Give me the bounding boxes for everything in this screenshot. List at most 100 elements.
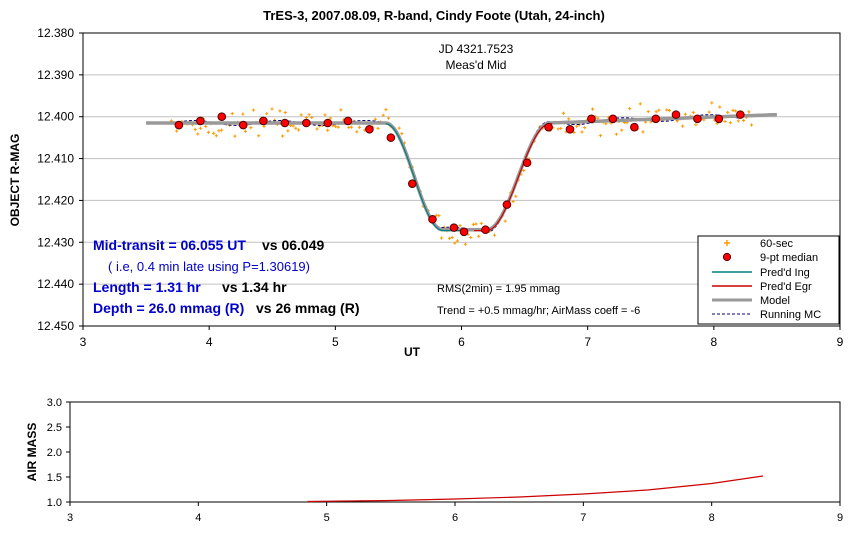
median-point	[502, 200, 512, 209]
raw-point	[243, 129, 248, 133]
median-point	[323, 118, 333, 128]
raw-point	[575, 124, 579, 129]
raw-point	[278, 109, 282, 113]
raw-point	[437, 213, 441, 218]
airmass-x-tick-label: 3	[67, 512, 73, 524]
raw-point	[683, 112, 687, 116]
legend-egress-label: Pred'd Egr	[760, 281, 812, 293]
airmass-x-tick-label: 4	[195, 512, 201, 524]
raw-point	[596, 116, 600, 120]
median-point	[302, 118, 311, 128]
raw-point	[220, 128, 224, 132]
raw-point	[641, 130, 645, 134]
main-x-tick-label: 9	[837, 335, 844, 349]
legend-box	[697, 235, 840, 325]
median-point	[280, 118, 290, 128]
rms-text: RMS(2min) = 1.95 mmag	[437, 283, 560, 295]
raw-point	[646, 110, 650, 114]
main-x-tick-label: 8	[710, 335, 717, 349]
airmass-y-tick-label: 2.0	[47, 447, 62, 459]
median-point	[238, 120, 248, 130]
raw-point	[728, 121, 732, 125]
raw-point	[503, 219, 507, 223]
median-point	[714, 114, 724, 124]
main-x-tick-label: 3	[80, 335, 87, 349]
main-x-tick-label: 6	[458, 335, 465, 349]
raw-point	[447, 236, 452, 240]
airmass-line	[307, 475, 764, 503]
raw-point	[455, 239, 460, 243]
jd-annotation: JD 4321.7523	[439, 42, 514, 56]
airmass-y-tick-label: 1.0	[47, 497, 62, 509]
raw-point	[665, 108, 669, 112]
raw-point	[291, 124, 295, 128]
median-point	[365, 124, 374, 134]
legend-raw-marker	[724, 240, 730, 246]
airmass-x-tick-label: 6	[452, 512, 458, 524]
airmass-x-tick-label: 7	[580, 512, 586, 524]
raw-point	[333, 124, 338, 129]
airmass-x-tick-label: 9	[837, 512, 843, 524]
median-point	[449, 223, 459, 232]
raw-point	[299, 113, 303, 117]
main-y-tick-label: 12.390	[37, 68, 74, 82]
chart-title: TrES-3, 2007.08.09, R-band, Cindy Foote …	[263, 8, 605, 23]
raw-point	[193, 127, 197, 132]
raw-point	[307, 113, 311, 117]
main-x-tick-label: 4	[206, 335, 213, 349]
raw-point	[590, 107, 595, 111]
median-point	[544, 122, 553, 132]
raw-point	[296, 128, 301, 132]
raw-point	[572, 130, 576, 135]
raw-point	[286, 129, 290, 133]
raw-point	[742, 118, 746, 123]
raw-point	[604, 122, 608, 126]
legend-model-label: Model	[760, 295, 790, 307]
trend-text: Trend = +0.5 mmag/hr; AirMass coeff = -6	[437, 305, 640, 317]
median-point	[587, 114, 596, 124]
main-y-tick-label: 12.430	[37, 235, 74, 249]
raw-point	[691, 110, 695, 115]
main-y-tick-label: 12.400	[37, 110, 74, 124]
raw-point	[397, 126, 401, 130]
main-y-tick-label: 12.440	[37, 277, 74, 291]
raw-point	[514, 194, 518, 198]
raw-point	[458, 224, 462, 228]
main-y-axis-label: OBJECT R-MAG	[8, 134, 22, 227]
raw-point	[567, 117, 571, 121]
median-point	[608, 114, 618, 124]
raw-point	[723, 119, 727, 124]
raw-point	[212, 131, 216, 135]
raw-point	[710, 101, 714, 105]
raw-point	[657, 108, 661, 112]
raw-point	[469, 235, 473, 240]
raw-point	[747, 110, 751, 114]
raw-point	[294, 126, 298, 130]
main-x-tick-label: 7	[584, 335, 591, 349]
raw-point	[357, 125, 362, 129]
raw-point	[726, 110, 730, 114]
raw-point	[373, 117, 377, 121]
raw-point	[749, 123, 754, 127]
main-y-tick-label: 12.410	[37, 152, 74, 166]
raw-point	[583, 126, 587, 130]
airmass-y-tick-label: 2.5	[47, 422, 62, 434]
raw-point	[580, 130, 584, 134]
raw-point	[315, 127, 319, 131]
median-point	[481, 225, 490, 235]
median-point	[522, 158, 532, 168]
legend-ingress-label: Pred'd Ing	[760, 267, 810, 279]
median-point	[565, 124, 575, 134]
median-point	[428, 214, 437, 224]
raw-point	[667, 108, 672, 113]
main-x-tick-label: 5	[332, 335, 339, 349]
median-point	[459, 227, 469, 237]
median-point	[693, 114, 702, 124]
legend: 60-sec 9-pt median Pred'd Ing Pred'd Egr…	[697, 235, 840, 325]
airmass-y-axis-label: AIR MASS	[25, 423, 39, 482]
raw-point	[736, 119, 740, 123]
raw-point	[386, 116, 391, 120]
raw-point	[283, 110, 287, 115]
late-note-text: ( i.e, 0.4 min late using P=1.30619)	[108, 259, 310, 274]
main-y-tick-label: 12.380	[37, 26, 74, 40]
